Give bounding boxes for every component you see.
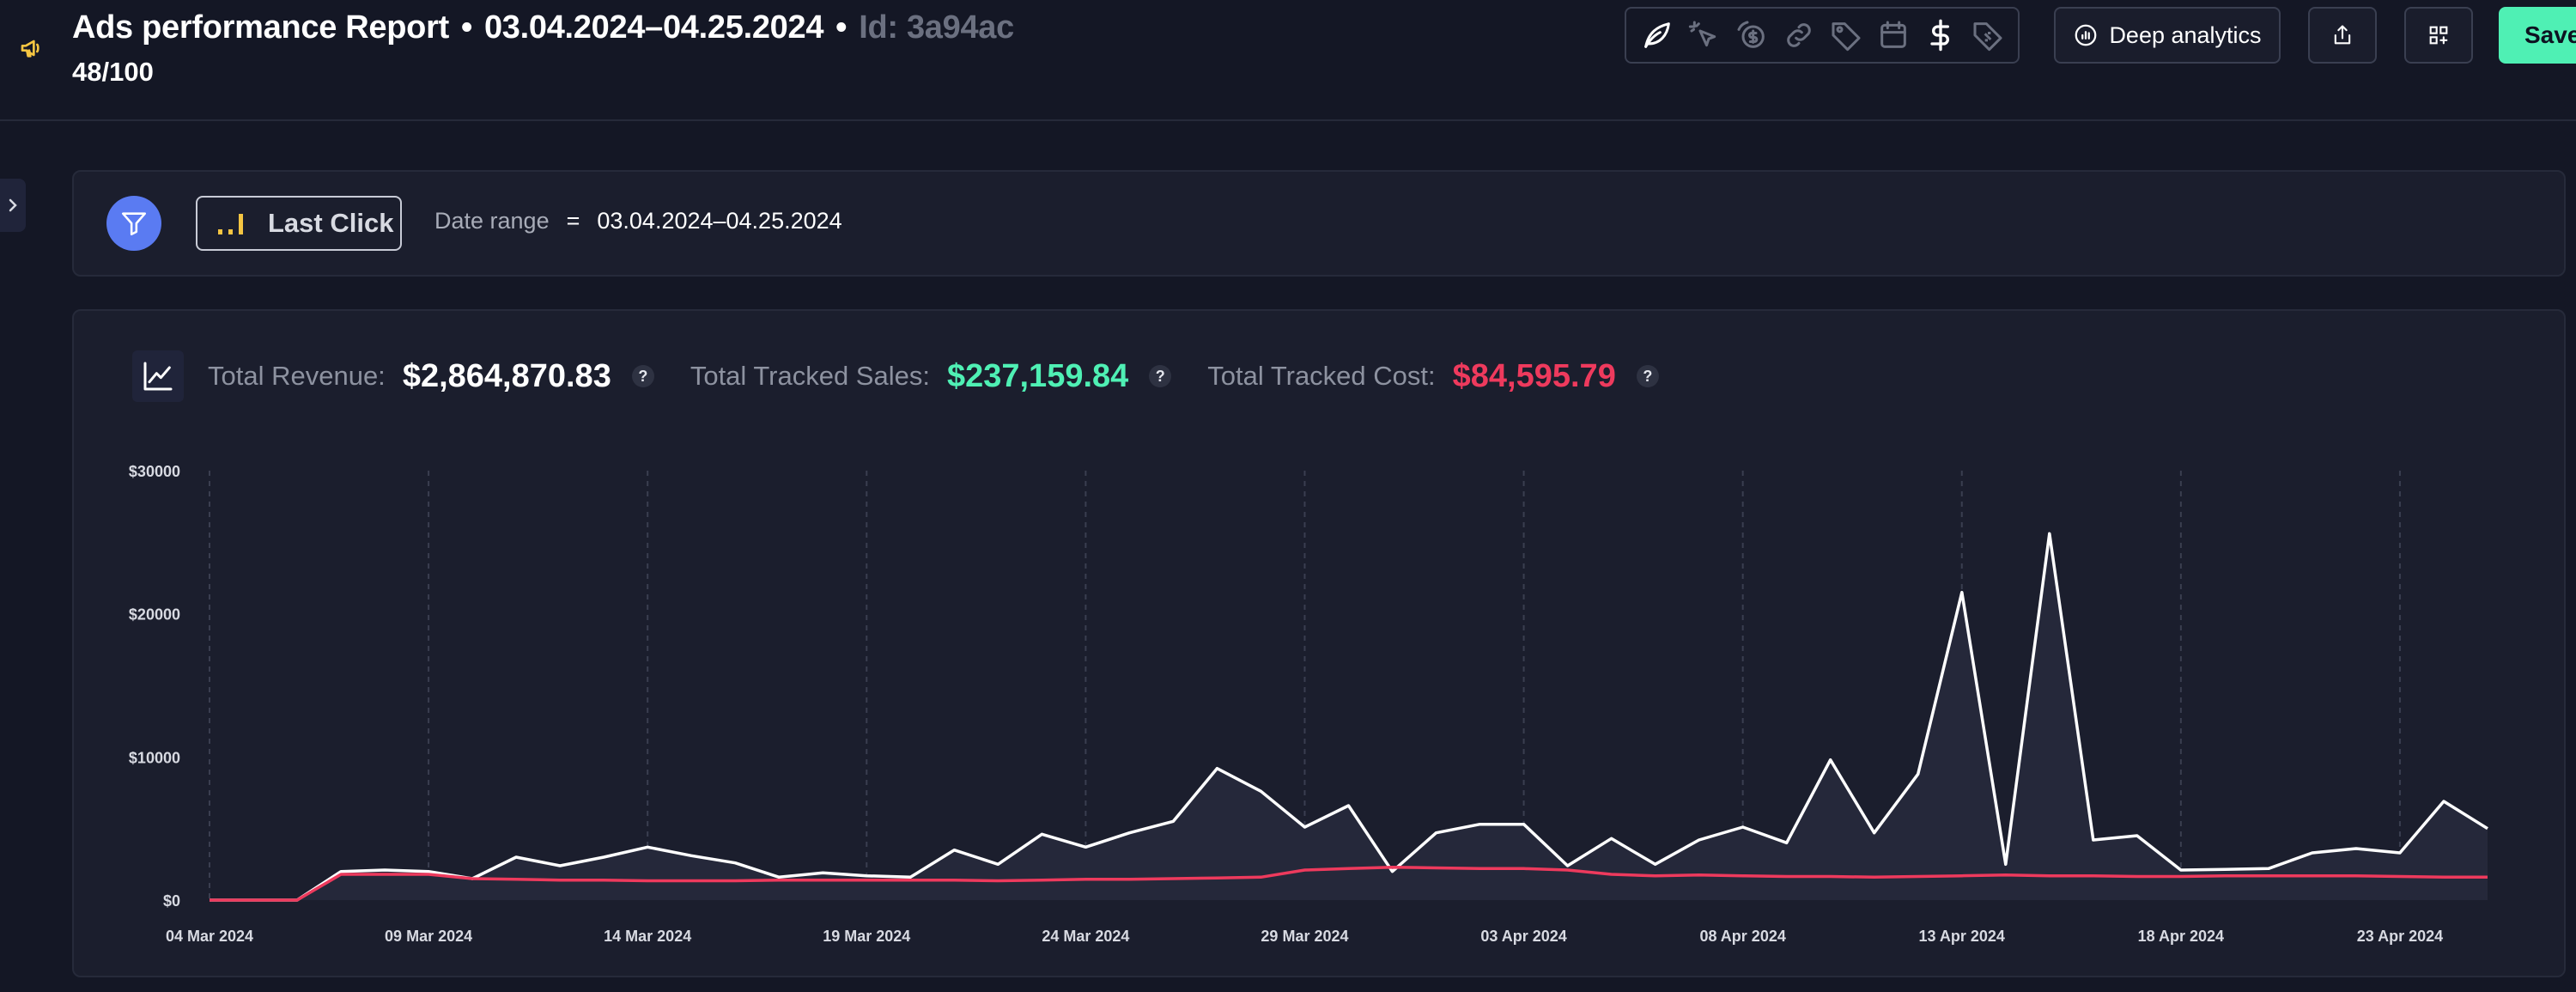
cost-series-line xyxy=(210,865,2488,902)
tag-tool-button[interactable] xyxy=(1827,16,1865,54)
coin-refresh-icon xyxy=(1737,21,1765,48)
toolbar-icon-group xyxy=(1625,7,2020,64)
report-title: Ads performance Report xyxy=(72,9,449,46)
line-chart-icon xyxy=(143,362,173,391)
widgets-button[interactable] xyxy=(2404,7,2473,64)
pointer-icon xyxy=(1688,21,1716,47)
deep-analytics-button[interactable]: Deep analytics xyxy=(2054,7,2281,64)
leaf-tool-button[interactable] xyxy=(1638,16,1676,54)
click-tool-button[interactable] xyxy=(1686,16,1723,54)
x-tick-label: 04 Mar 2024 xyxy=(166,928,253,945)
x-tick-label: 09 Mar 2024 xyxy=(385,928,472,945)
title-separator: • xyxy=(460,9,472,46)
save-button[interactable]: Save xyxy=(2499,7,2576,64)
y-tick-label: $0 xyxy=(163,892,180,910)
grid-plus-icon xyxy=(2429,26,2448,45)
x-tick-label: 08 Apr 2024 xyxy=(1699,928,1785,945)
total-revenue-value: $2,864,870.83 xyxy=(402,357,611,394)
link-tool-button[interactable] xyxy=(1780,16,1818,54)
top-bar: Ads performance Report • 03.04.2024–04.2… xyxy=(0,0,2576,121)
total-tracked-cost-label: Total Tracked Cost: xyxy=(1207,361,1436,391)
leaf-icon xyxy=(1643,22,1670,48)
deep-analytics-label: Deep analytics xyxy=(2109,21,2262,48)
x-tick-label: 19 Mar 2024 xyxy=(823,928,910,945)
y-tick-label: $10000 xyxy=(129,749,180,766)
date-range-filter[interactable]: Date range = 03.04.2024–04.25.2024 xyxy=(434,208,842,234)
price-tag-icon xyxy=(1973,22,2002,52)
price-tag-tool-button[interactable] xyxy=(1969,16,2007,54)
filter-button[interactable] xyxy=(106,196,161,251)
total-revenue-label: Total Revenue: xyxy=(208,361,386,391)
save-label: Save xyxy=(2524,21,2576,48)
report-id: Id: 3a94ac xyxy=(859,9,1014,46)
chevron-right-icon xyxy=(9,198,17,212)
metrics-summary: Total Revenue: $2,864,870.83 ? Total Tra… xyxy=(132,350,1695,402)
dollar-tool-button[interactable] xyxy=(1922,16,1959,54)
total-tracked-cost-value: $84,595.79 xyxy=(1452,357,1616,394)
signal-bars-icon xyxy=(218,214,243,234)
revenue-tool-button[interactable] xyxy=(1733,16,1771,54)
page-title: Ads performance Report • 03.04.2024–04.2… xyxy=(72,7,1014,48)
report-date-range: 03.04.2024–04.25.2024 xyxy=(483,9,824,46)
x-tick-label: 14 Mar 2024 xyxy=(604,928,691,945)
x-tick-label: 24 Mar 2024 xyxy=(1042,928,1129,945)
x-tick-label: 18 Apr 2024 xyxy=(2138,928,2224,945)
tag-icon xyxy=(1832,22,1860,52)
title-separator: • xyxy=(835,9,848,46)
report-score: 48/100 xyxy=(72,57,154,87)
total-revenue-help[interactable]: ? xyxy=(631,365,654,387)
revenue-chart-panel: Total Revenue: $2,864,870.83 ? Total Tra… xyxy=(72,309,2566,977)
sidebar-toggle[interactable] xyxy=(0,179,26,232)
attribution-model-select[interactable]: Last Click xyxy=(196,196,402,251)
share-icon xyxy=(2334,25,2351,45)
revenue-series-line xyxy=(210,532,2488,902)
chart-type-button[interactable] xyxy=(132,350,184,402)
calendar-tool-button[interactable] xyxy=(1874,16,1912,54)
share-button[interactable] xyxy=(2308,7,2377,64)
y-tick-label: $30000 xyxy=(129,463,180,480)
x-tick-label: 23 Apr 2024 xyxy=(2357,928,2443,945)
x-tick-label: 13 Apr 2024 xyxy=(1919,928,2005,945)
date-range-value: 03.04.2024–04.25.2024 xyxy=(597,208,842,234)
analytics-icon xyxy=(2075,24,2097,46)
x-tick-label: 03 Apr 2024 xyxy=(1480,928,1566,945)
x-tick-label: 29 Mar 2024 xyxy=(1261,928,1348,945)
revenue-line-chart: 04 Mar 2024 09 Mar 2024 14 Mar 2024 19 Mar … xyxy=(129,463,2488,945)
date-range-operator: = xyxy=(566,208,580,234)
date-range-label: Date range xyxy=(434,208,550,234)
total-tracked-sales-help[interactable]: ? xyxy=(1149,365,1172,387)
funnel-icon xyxy=(121,212,147,236)
link-icon xyxy=(1786,23,1811,47)
y-tick-label: $20000 xyxy=(129,606,180,624)
total-tracked-cost-help[interactable]: ? xyxy=(1636,365,1659,387)
revenue-area xyxy=(210,533,2488,900)
total-tracked-sales-label: Total Tracked Sales: xyxy=(690,361,930,391)
attribution-model-label: Last Click xyxy=(268,208,394,238)
total-tracked-sales-value: $237,159.84 xyxy=(946,357,1129,394)
megaphone-icon xyxy=(21,40,39,58)
dollar-icon xyxy=(1929,19,1949,52)
calendar-icon xyxy=(1880,21,1906,48)
filter-bar: Last Click Date range = 03.04.2024–04.25… xyxy=(72,170,2566,277)
